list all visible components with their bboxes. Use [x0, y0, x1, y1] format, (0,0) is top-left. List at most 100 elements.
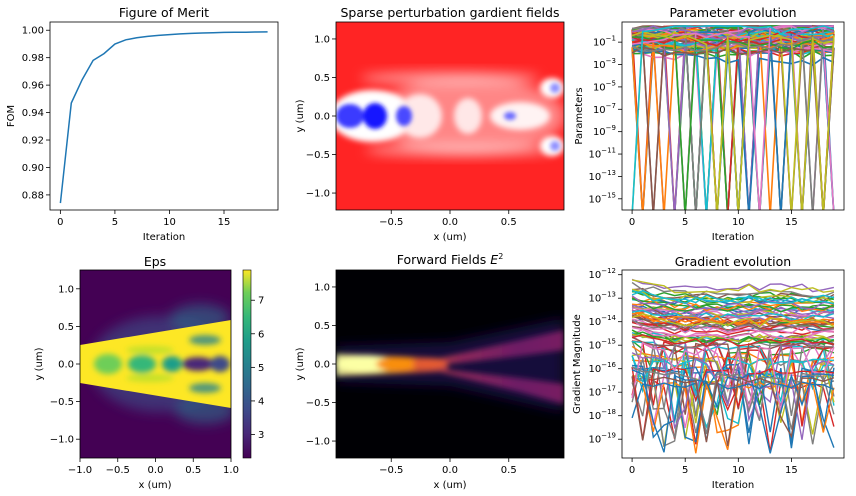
eps-colorbar [242, 269, 252, 459]
y-tick-exponent: −13 [601, 291, 616, 299]
fom-panel: Figure of Merit 0 5 10 15 0.88 0.90 0.92 0.94 0.… [6, 5, 279, 243]
y-tick-label: 0.90 [22, 163, 44, 174]
y-tick-exponent: −17 [601, 385, 616, 393]
gradient-series-line [631, 318, 835, 335]
fom-axes-frame [49, 21, 279, 211]
eps-image [80, 270, 231, 458]
y-tick-label: 1.00 [22, 26, 44, 37]
gradient-series-line [632, 299, 835, 313]
y-tick-label: 1.0 [314, 34, 330, 45]
y-tick-label: 10−13 [588, 291, 616, 305]
gradient-evolution-panel: Gradient evolution 0 5 10 1510−1210−1310−14… [572, 254, 845, 491]
x-tick-label: −0.5 [379, 465, 403, 476]
gradient-series-line [631, 331, 835, 345]
colorbar-tick-label: 7 [258, 296, 264, 307]
y-tick-base: 10 [588, 364, 601, 375]
gradient-series-line [631, 307, 834, 319]
fom-title: Figure of Merit [119, 5, 209, 20]
gradient-evolution-plot-area [631, 278, 835, 454]
eps-ylabel: y (um) [34, 347, 45, 380]
x-tick-label: 5 [682, 217, 688, 228]
y-tick-label: 10−16 [588, 361, 616, 375]
y-tick-label: 0.5 [314, 321, 330, 332]
y-tick-label: −1.0 [306, 189, 330, 200]
gradient-series-line [631, 381, 835, 442]
y-tick-label: 0.98 [22, 53, 44, 64]
y-tick-label: −0.5 [306, 398, 330, 409]
x-tick-label: 0.5 [185, 465, 201, 476]
y-tick-label: 0.92 [22, 136, 44, 147]
y-tick-label: −0.5 [50, 397, 74, 408]
parameter-series-line [632, 25, 835, 210]
forward-field-image [336, 270, 564, 458]
x-tick-label: 0 [57, 217, 63, 228]
gradient-field-ticks: −0.5 0.0 0.5 −1.0 −0.5 0.0 0.5 1.0 [306, 34, 517, 228]
y-tick-base: 10 [588, 194, 601, 205]
eps-colorbar-ticks: 3 4 5 6 7 [251, 296, 264, 441]
gradient-evolution-title: Gradient evolution [675, 254, 791, 269]
y-tick-label: 0.96 [22, 81, 44, 92]
y-tick-label: 10−1 [593, 35, 616, 49]
parameter-ylabel: Parameters [574, 87, 585, 144]
y-tick-exponent: −18 [601, 408, 616, 416]
y-tick-label: 10−14 [588, 314, 616, 328]
fom-plot-area [59, 31, 268, 204]
y-tick-label: 0.0 [314, 360, 330, 371]
x-tick-label: 10 [732, 217, 745, 228]
fom-series-line [59, 31, 268, 204]
fom-xlabel: Iteration [143, 232, 185, 243]
x-tick-label: 1.0 [223, 465, 239, 476]
y-tick-base: 10 [588, 150, 601, 161]
x-tick-label: 5 [682, 465, 688, 476]
y-tick-label: 0.5 [314, 73, 330, 84]
colorbar-tick-label: 6 [258, 329, 264, 340]
x-tick-label: −0.5 [106, 465, 130, 476]
y-tick-label: 10−17 [588, 385, 616, 399]
y-tick-exponent: −15 [601, 338, 616, 346]
y-tick-label: 0.0 [314, 112, 330, 123]
y-tick-exponent: −11 [601, 147, 616, 155]
parameter-series-line [631, 36, 835, 52]
eps-title: Eps [144, 254, 166, 269]
y-tick-exponent: −16 [601, 361, 616, 369]
forward-field-title-sup: 2 [498, 252, 503, 261]
y-tick-exponent: −1 [606, 35, 616, 43]
y-tick-base: 10 [588, 317, 601, 328]
y-tick-base: 10 [588, 435, 601, 446]
gradient-series-line [631, 278, 835, 293]
y-tick-base: 10 [588, 411, 601, 422]
eps-xlabel: x (um) [139, 480, 172, 491]
y-tick-base: 10 [588, 388, 601, 399]
y-tick-exponent: −9 [606, 124, 616, 132]
y-tick-label: 10−19 [588, 432, 616, 446]
y-tick-exponent: −19 [601, 432, 616, 440]
y-tick-base: 10 [593, 127, 606, 138]
gradient-series-line [631, 290, 835, 305]
gradient-field-image [336, 22, 564, 210]
gradient-evolution-xlabel: Iteration [712, 480, 754, 491]
x-tick-label: 10 [163, 217, 176, 228]
gradient-series-line [631, 326, 834, 340]
y-tick-exponent: −13 [601, 169, 616, 177]
y-tick-label: 10−13 [588, 169, 616, 183]
colorbar-tick-label: 5 [258, 363, 264, 374]
parameter-series-line [631, 31, 835, 210]
gradient-field-xlabel: x (um) [434, 232, 467, 243]
gradient-evolution-ylabel: Gradient Magnitude [572, 314, 583, 414]
gradient-series-line [631, 376, 835, 447]
parameter-series-line [631, 25, 835, 210]
eps-ticks: −1.0 −0.5 0.0 0.5 1.0 −1.0 −0.5 0.0 0.5 1.0 [50, 284, 239, 476]
forward-field-xlabel: x (um) [434, 480, 467, 491]
y-tick-label: 10−15 [588, 191, 616, 205]
parameter-ticks: 0 5 10 1510−110−310−510−710−910−1110−1310−1… [588, 35, 797, 228]
y-tick-label: 0.5 [58, 322, 74, 333]
fom-ticks: 0 5 10 15 0.88 0.90 0.92 0.94 0.96 0.98 1.00 [22, 26, 231, 228]
forward-field-ylabel: y (um) [295, 347, 306, 380]
forward-field-title-text: Forward Fields [397, 252, 491, 267]
x-tick-label: −0.5 [379, 217, 403, 228]
y-tick-base: 10 [588, 294, 601, 305]
gradient-series-line [631, 341, 835, 412]
gradient-series-line [631, 321, 835, 332]
parameter-panel: Parameter evolution 0 5 10 1510−110−310−510… [574, 5, 845, 243]
gradient-evolution-ticks: 0 5 10 1510−1210−1310−1410−1510−1610−1710−1… [588, 267, 797, 476]
